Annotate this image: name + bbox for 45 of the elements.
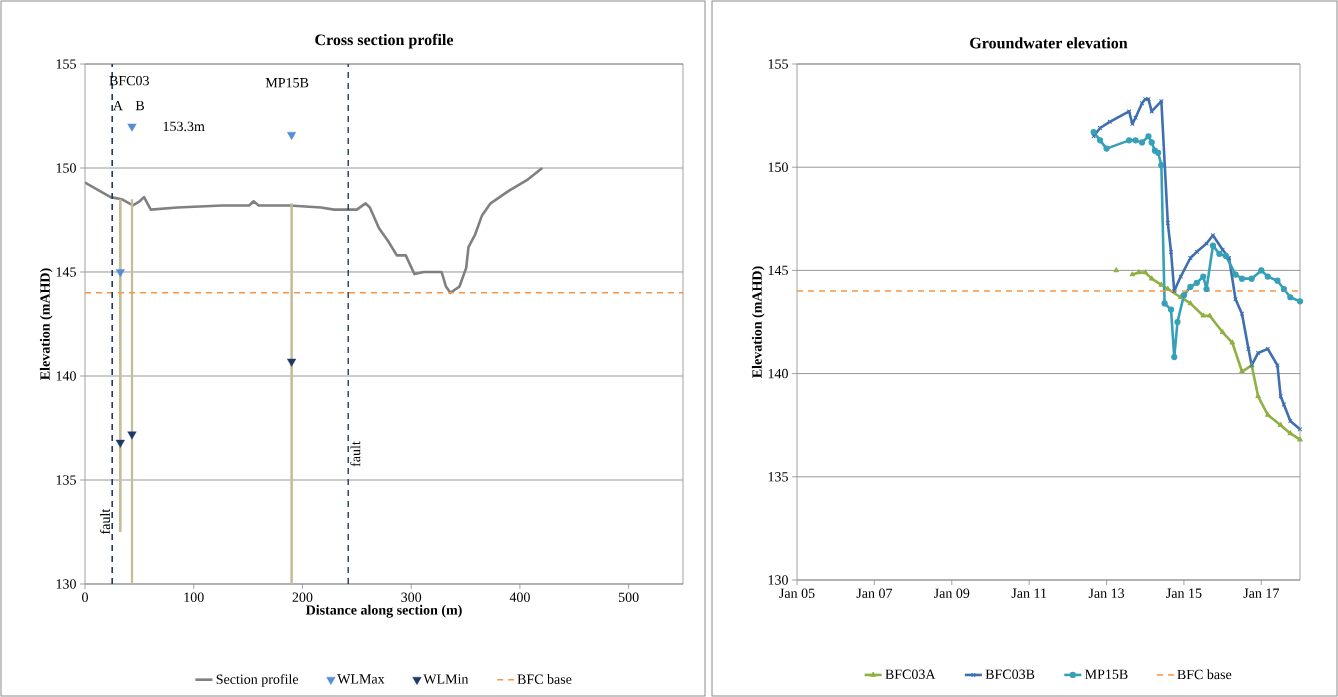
- y-tick-label: 145: [768, 265, 788, 276]
- legend-label: BFC base: [1177, 669, 1232, 680]
- y-tick-label: 150: [768, 162, 788, 172]
- chart-title: Cross section profile: [315, 33, 454, 49]
- annotation: B: [135, 100, 145, 111]
- x-tick-label: 0: [82, 592, 88, 602]
- y-axis-title: Elevation (mAHD): [751, 266, 765, 378]
- legend-label: Section profile: [216, 673, 299, 687]
- y-tick-label: 145: [56, 267, 76, 277]
- y-tick-label: 130: [56, 579, 76, 589]
- x-tick-label: Jan 13: [1088, 588, 1125, 598]
- x-tick-label: Jan 07: [856, 588, 893, 598]
- ref-line-label: fault: [99, 508, 110, 535]
- y-tick-label: 130: [768, 575, 788, 585]
- legend-label: WLMax: [337, 674, 385, 684]
- x-tick-label: Jan 17: [1243, 588, 1279, 598]
- x-axis-title: Distance along section (m): [305, 604, 462, 618]
- annotation: BFC03: [109, 75, 149, 86]
- y-tick-label: 155: [56, 59, 76, 69]
- x-tick-label: 100: [184, 592, 204, 602]
- ref-line-label: fault: [350, 441, 361, 467]
- annotation: 153.3m: [163, 121, 205, 132]
- legend-label: MP15B: [1085, 669, 1128, 679]
- x-tick-label: 400: [509, 592, 530, 602]
- x-tick-label: Jan 11: [1011, 588, 1047, 598]
- chart-title: Groundwater elevation: [970, 37, 1128, 49]
- legend-label: BFC03B: [985, 669, 1035, 679]
- y-tick-label: 140: [768, 368, 788, 379]
- y-tick-label: 135: [56, 475, 76, 485]
- annotation: A: [112, 100, 123, 111]
- legend-label: BFC base: [517, 674, 572, 684]
- y-tick-label: 155: [768, 59, 788, 69]
- x-tick-label: 300: [401, 592, 422, 602]
- y-tick-label: 135: [768, 472, 788, 482]
- x-tick-label: Jan 09: [934, 588, 970, 598]
- annotation: MP15B: [265, 78, 309, 88]
- x-tick-label: 200: [292, 592, 313, 602]
- y-axis-title: Elevation (mAHD): [39, 268, 53, 380]
- legend-label: BFC03A: [885, 669, 936, 679]
- x-tick-label: 500: [618, 592, 639, 602]
- y-tick-label: 150: [56, 163, 76, 173]
- legend-label: WLMin: [423, 674, 469, 684]
- x-tick-label: Jan 15: [1166, 588, 1202, 598]
- x-tick-label: Jan 05: [779, 588, 815, 598]
- y-tick-label: 140: [56, 371, 76, 381]
